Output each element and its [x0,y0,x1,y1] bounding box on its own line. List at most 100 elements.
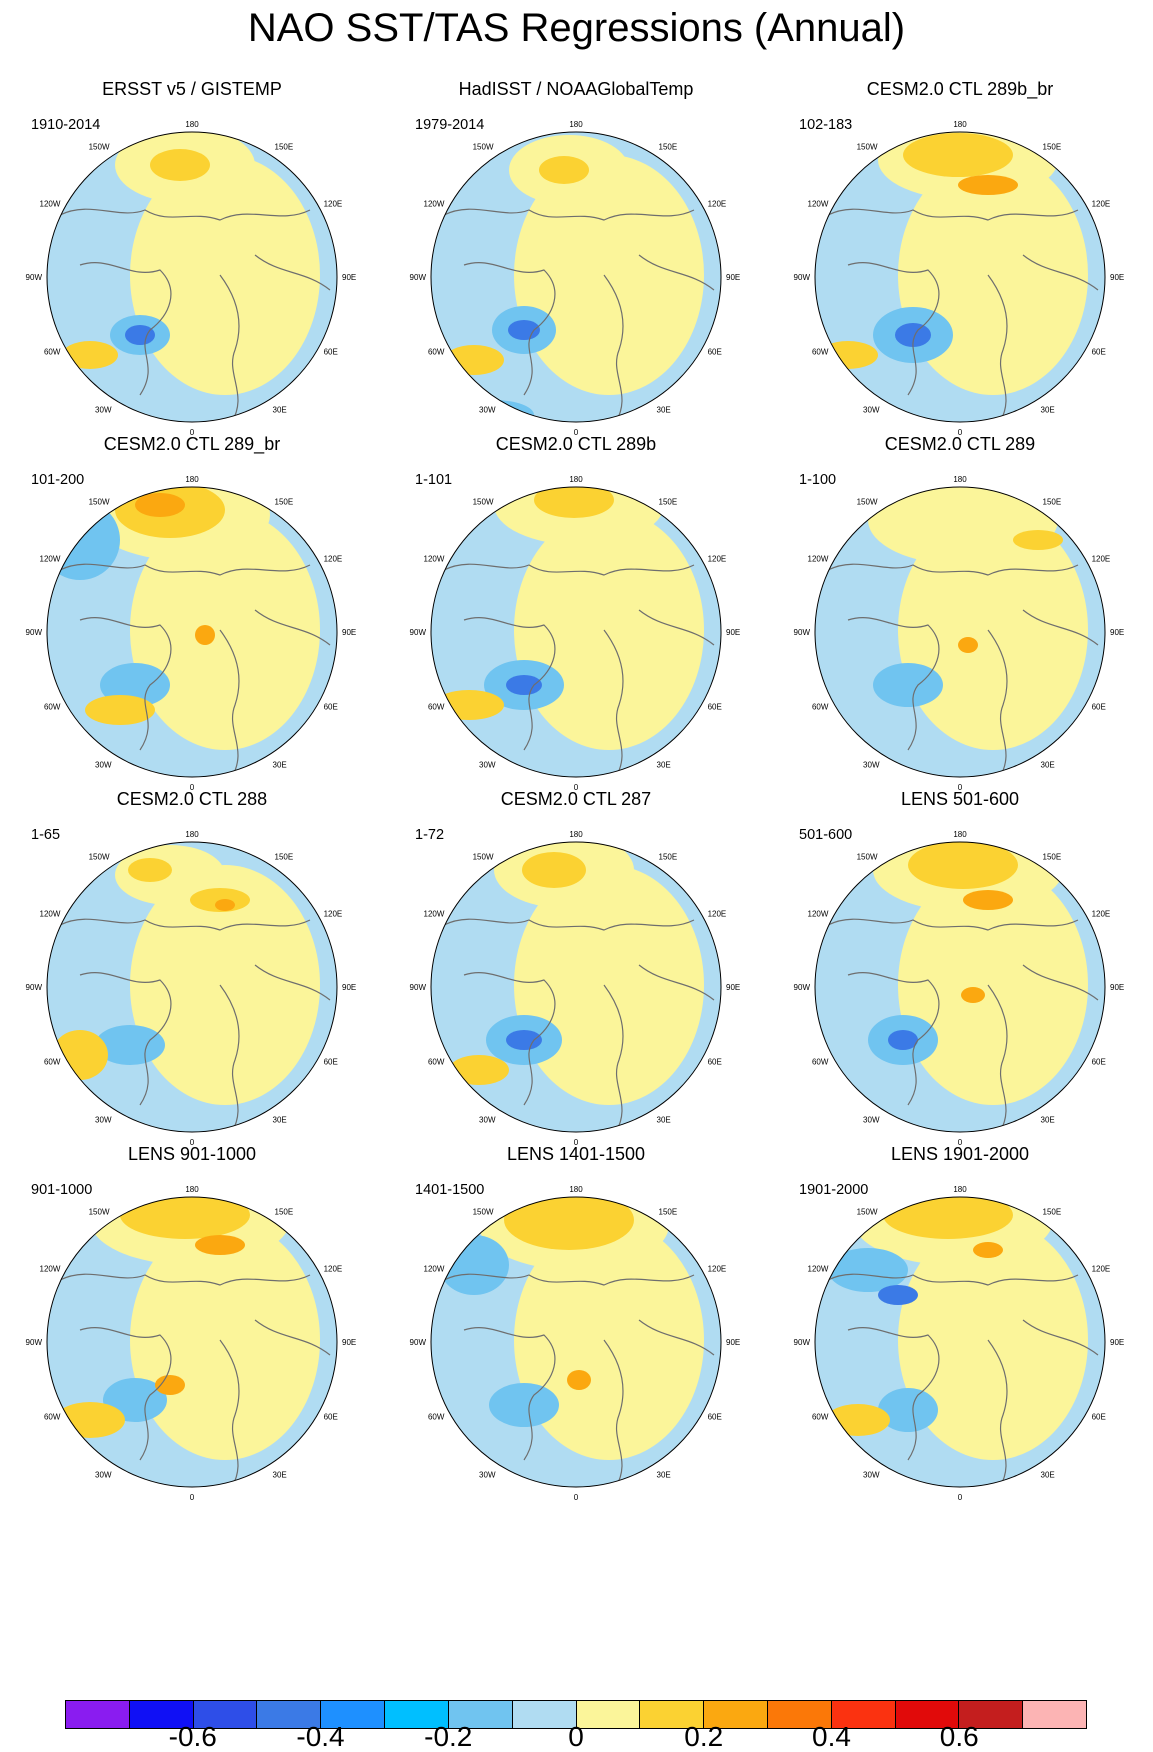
longitude-label: 120W [424,910,445,919]
colorbar-tick-label: -0.6 [168,1721,217,1752]
longitude-label: 60E [708,1413,722,1422]
longitude-label: 150W [89,497,110,506]
longitude-label: 90E [342,1338,356,1347]
longitude-label: 90W [794,628,811,637]
polar-map: 180 0 150W 150E 120W 120E 90W 90E 60W 60E 30W 30E [794,1185,1125,1502]
longitude-label: 90W [410,628,427,637]
map-panel: LENS 501-600 180 0 150W 150E 120W 120E 90W 90E 60… [768,710,1152,1147]
coastline [59,208,331,422]
longitude-label: 30E [273,1116,287,1125]
anomaly-region [508,320,540,340]
longitude-label: 120E [1092,555,1111,564]
longitude-label: 60W [428,1413,445,1422]
longitude-label: 60E [708,348,722,357]
anomaly-region [522,852,586,888]
longitude-label: 120E [708,1265,727,1274]
longitude-label: 30W [863,1471,880,1480]
map-border [46,486,338,778]
colorbar-swatch [257,1701,322,1728]
colorbar-swatch [1023,1701,1086,1728]
longitude-label: 180 [185,1185,199,1194]
period-label: 1-101 [415,472,453,488]
anomaly-region [128,858,172,882]
anomaly-region [903,133,1013,177]
polar-map: 180 0 150W 150E 120W 120E 90W 90E 60W 60E 30W 30E [410,475,741,792]
colorbar [65,1700,1087,1729]
panel-title: CESM2.0 CTL 289b [495,434,657,454]
longitude-label: 60W [812,703,829,712]
period-label: 501-600 [799,827,853,843]
anomaly-region [120,1197,250,1239]
longitude-label: 120E [324,200,343,209]
period-label: 1901-2000 [799,1182,869,1198]
panel-title: LENS 1901-2000 [890,1144,1030,1164]
longitude-label: 120E [324,910,343,919]
longitude-label: 120W [808,1265,829,1274]
anomaly-region [958,637,978,653]
anomaly-region [439,1235,509,1295]
map-border [430,841,722,1133]
longitude-label: 180 [185,475,199,484]
longitude-label: 150E [275,142,294,151]
panel-title: CESM2.0 CTL 287 [500,789,652,809]
longitude-label: 90E [1110,983,1124,992]
longitude-label: 120E [1092,200,1111,209]
longitude-label: 0 [958,428,963,437]
colorbar-swatch [704,1701,768,1728]
longitude-label: 150W [857,852,878,861]
longitude-label: 90W [410,273,427,282]
polar-map: 180 0 150W 150E 120W 120E 90W 90E 60W 60E 30W 30E [26,830,357,1147]
longitude-label: 60E [324,1058,338,1067]
longitude-label: 150W [473,497,494,506]
map-border [46,131,338,423]
map-panel: CESM2.0 CTL 289_br 180 0 150W 150E 120W 120E 90… [0,355,384,792]
longitude-label: 90E [342,983,356,992]
longitude-label: 120W [424,1265,445,1274]
period-label: 1-72 [415,827,445,843]
map-border [814,131,1106,423]
anomaly-region [449,1055,509,1085]
map-border [46,841,338,1133]
map-panel: LENS 1901-2000 180 0 150W 150E 120W 120E 90W 90E… [768,1065,1152,1502]
map-panel: CESM2.0 CTL 289b 180 0 150W 150E 120W 120E 90W 9… [384,355,768,792]
longitude-label: 60E [324,348,338,357]
longitude-label: 90W [410,1338,427,1347]
longitude-label: 60E [708,1058,722,1067]
map-border [430,486,722,778]
panel-title: LENS 1401-1500 [506,1144,646,1164]
colorbar-tick-label: 0 [568,1721,584,1752]
longitude-label: 0 [574,1138,579,1147]
map-panel: CESM2.0 CTL 287 180 0 150W 150E 120W 120E 90W 90… [384,710,768,1147]
longitude-label: 180 [569,1185,583,1194]
longitude-label: 60E [1092,348,1106,357]
map-border [814,486,1106,778]
map-panel: ERSST v5 / GISTEMP 180 0 150W 150E 120W 120E 90… [0,0,384,437]
anomaly-region [888,1030,918,1050]
longitude-label: 150E [659,497,678,506]
longitude-label: 120E [708,200,727,209]
coastline [443,208,715,422]
colorbar-swatch [448,1701,513,1728]
map-border [814,841,1106,1133]
figure-title: NAO SST/TAS Regressions (Annual) [247,6,906,50]
colorbar-swatch [640,1701,705,1728]
colorbar-tick-label: 0.4 [812,1721,851,1752]
anomaly-region [873,663,943,707]
anomaly-region [961,987,985,1003]
longitude-label: 150W [89,142,110,151]
longitude-label: 120W [40,200,61,209]
longitude-label: 30W [479,1116,496,1125]
longitude-label: 90W [410,983,427,992]
longitude-label: 150W [89,1207,110,1216]
anomaly-region [567,1370,591,1390]
longitude-label: 150E [275,852,294,861]
coastline [827,918,1099,1132]
longitude-label: 120W [40,910,61,919]
longitude-label: 120W [808,910,829,919]
anomaly-region [534,487,614,518]
longitude-label: 30W [863,761,880,770]
anomaly-region [878,1388,938,1432]
longitude-label: 60W [428,348,445,357]
longitude-label: 150W [857,1207,878,1216]
longitude-label: 30E [657,1116,671,1125]
